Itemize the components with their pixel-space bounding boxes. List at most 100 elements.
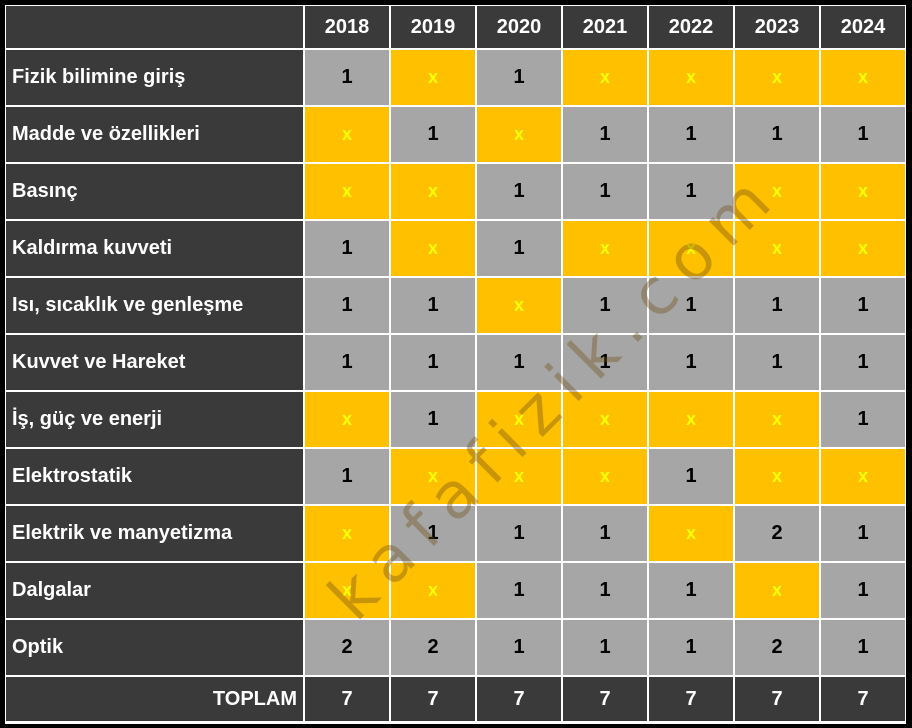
question-count-cell: 1	[391, 278, 475, 333]
question-count-cell: 1	[477, 506, 561, 561]
year-header: 2020	[477, 6, 561, 48]
question-count-cell: x	[821, 449, 905, 504]
question-count-cell: x	[821, 164, 905, 219]
question-count-cell: x	[649, 392, 733, 447]
total-cell: 7	[649, 677, 733, 721]
question-count-cell: x	[477, 107, 561, 162]
question-count-cell: x	[391, 563, 475, 618]
question-count-cell: 1	[477, 620, 561, 675]
question-count-cell: 1	[735, 335, 819, 390]
question-count-cell: 1	[391, 506, 475, 561]
topic-label: Kuvvet ve Hareket	[6, 335, 303, 390]
total-cell: 7	[305, 677, 389, 721]
question-count-cell: x	[563, 449, 647, 504]
topic-label: Kaldırma kuvveti	[6, 221, 303, 276]
question-count-cell: 1	[563, 620, 647, 675]
year-header: 2024	[821, 6, 905, 48]
question-count-cell: 1	[563, 164, 647, 219]
question-count-cell: 1	[649, 563, 733, 618]
year-header: 2022	[649, 6, 733, 48]
question-count-cell: x	[563, 392, 647, 447]
question-count-cell: 1	[305, 278, 389, 333]
question-count-cell: 1	[305, 335, 389, 390]
topic-label: Optik	[6, 620, 303, 675]
question-count-cell: 1	[305, 221, 389, 276]
question-count-cell: 1	[649, 449, 733, 504]
question-count-cell: x	[477, 278, 561, 333]
question-count-cell: 1	[477, 164, 561, 219]
question-count-cell: 1	[735, 278, 819, 333]
question-count-cell: 1	[391, 392, 475, 447]
question-count-cell: x	[649, 506, 733, 561]
year-header: 2023	[735, 6, 819, 48]
year-header: 2021	[563, 6, 647, 48]
question-count-cell: 1	[649, 278, 733, 333]
question-count-cell: 1	[563, 563, 647, 618]
question-count-cell: x	[735, 164, 819, 219]
question-count-cell: 1	[821, 335, 905, 390]
topic-label: İş, güç ve enerji	[6, 392, 303, 447]
question-count-cell: 1	[477, 50, 561, 105]
question-count-cell: 1	[477, 335, 561, 390]
question-count-cell: 1	[305, 449, 389, 504]
question-count-cell: x	[477, 392, 561, 447]
question-count-cell: 1	[821, 278, 905, 333]
question-count-cell: 1	[821, 563, 905, 618]
question-count-cell: 1	[649, 107, 733, 162]
topic-label: Elektrostatik	[6, 449, 303, 504]
total-cell: 7	[821, 677, 905, 721]
question-count-cell: 1	[563, 107, 647, 162]
question-count-cell: 1	[563, 278, 647, 333]
topic-label: Madde ve özellikleri	[6, 107, 303, 162]
question-count-cell: 1	[821, 107, 905, 162]
question-count-cell: x	[563, 50, 647, 105]
topic-label: Dalgalar	[6, 563, 303, 618]
topic-label: Elektrik ve manyetizma	[6, 506, 303, 561]
question-count-cell: x	[821, 50, 905, 105]
question-count-cell: x	[735, 392, 819, 447]
question-count-cell: 1	[649, 164, 733, 219]
question-count-cell: x	[391, 164, 475, 219]
question-count-cell: x	[305, 164, 389, 219]
question-count-cell: x	[735, 563, 819, 618]
question-count-cell: x	[735, 50, 819, 105]
question-count-cell: 1	[821, 392, 905, 447]
year-header: 2018	[305, 6, 389, 48]
question-count-cell: x	[305, 563, 389, 618]
question-count-cell: 1	[735, 107, 819, 162]
question-count-cell: 2	[735, 506, 819, 561]
question-count-cell: x	[391, 449, 475, 504]
question-count-cell: x	[821, 221, 905, 276]
question-count-cell: 1	[391, 107, 475, 162]
question-count-cell: 1	[821, 620, 905, 675]
question-count-cell: 2	[735, 620, 819, 675]
topic-label: Isı, sıcaklık ve genleşme	[6, 278, 303, 333]
question-count-cell: x	[649, 50, 733, 105]
question-count-cell: 1	[821, 506, 905, 561]
total-cell: 7	[477, 677, 561, 721]
question-count-cell: x	[735, 449, 819, 504]
question-count-cell: x	[563, 221, 647, 276]
question-count-cell: 1	[649, 620, 733, 675]
question-count-cell: x	[735, 221, 819, 276]
total-cell: 7	[563, 677, 647, 721]
year-header: 2019	[391, 6, 475, 48]
question-count-cell: x	[391, 221, 475, 276]
topic-label: Fizik bilimine giriş	[6, 50, 303, 105]
question-count-cell: 2	[391, 620, 475, 675]
question-count-cell: x	[649, 221, 733, 276]
question-count-cell: x	[477, 449, 561, 504]
total-cell: 7	[391, 677, 475, 721]
topic-label: Basınç	[6, 164, 303, 219]
total-label: TOPLAM	[6, 677, 303, 721]
question-count-cell: 2	[305, 620, 389, 675]
question-count-cell: 1	[391, 335, 475, 390]
total-cell: 7	[735, 677, 819, 721]
header-corner	[6, 6, 303, 48]
question-count-cell: x	[391, 50, 475, 105]
question-count-cell: 1	[563, 506, 647, 561]
question-count-cell: x	[305, 392, 389, 447]
question-count-cell: 1	[477, 221, 561, 276]
question-count-cell: 1	[649, 335, 733, 390]
question-count-cell: 1	[563, 335, 647, 390]
